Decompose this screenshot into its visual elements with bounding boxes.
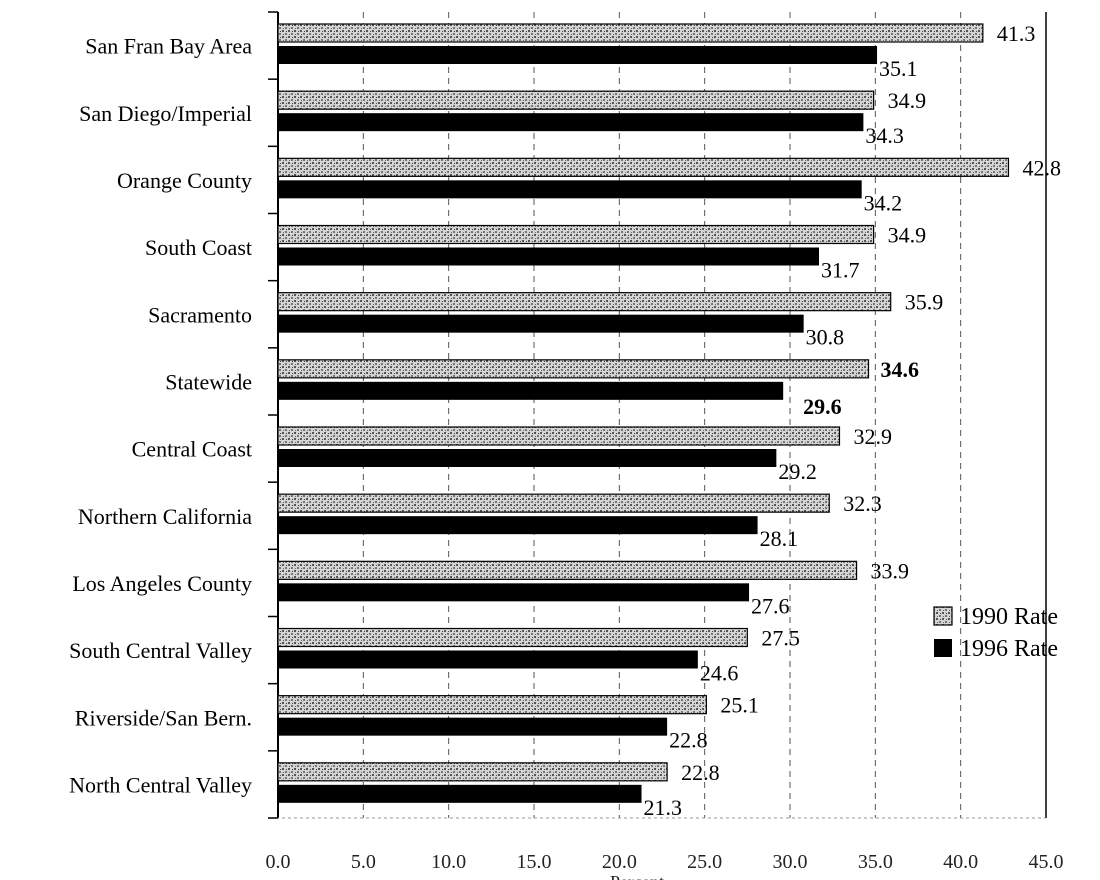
bar-1990-rate [277,493,830,513]
bar-1996-rate [278,717,668,736]
bar-1996-rate [278,381,784,400]
category-label: Central Coast [132,437,252,462]
bars [277,23,1010,803]
x-tick-label: 45.0 [1029,851,1064,873]
category-label: South Coast [145,235,252,260]
bar-1990-rate [277,426,841,446]
bar-1990-rate [277,359,870,379]
bar-1996-rate [278,113,864,132]
legend-label-1990: 1990 Rate [960,604,1058,630]
category-label: Sacramento [148,302,252,327]
category-label: North Central Valley [69,772,252,797]
data-label-1990: 25.1 [720,693,759,718]
bar-1990-rate [277,157,1010,177]
data-label-1990: 41.3 [997,21,1035,46]
bar-1996-rate [278,650,698,669]
bar-1996-rate [278,314,804,333]
x-tick-label: 35.0 [858,851,893,873]
data-label-1996: 28.1 [760,526,799,551]
bar-1990-rate [277,762,668,782]
data-label-1996: 22.8 [669,728,708,753]
legend: 1990 Rate 1996 Rate [933,604,1058,662]
data-label-1996: 31.7 [821,258,860,283]
x-tick-label: 0.0 [266,851,291,873]
x-tick-label: 25.0 [687,851,722,873]
data-label-1990: 33.9 [871,558,910,583]
data-label-1996: 35.1 [879,56,918,81]
data-label-1990: 35.9 [905,290,944,315]
bar-1996-rate [278,784,642,803]
x-tick-label: 5.0 [351,851,376,873]
data-label-1990: 32.3 [843,491,882,516]
bar-1990-rate [277,695,707,715]
bar-1996-rate [278,247,820,266]
bar-1996-rate [278,46,878,64]
data-label-1996: 29.2 [778,459,817,484]
category-label: Northern California [78,504,252,529]
data-label-1990: 42.8 [1022,155,1061,180]
data-label-1996: 34.3 [865,123,904,148]
category-label: Statewide [165,369,252,394]
x-tick-labels: 0.0 5.0 10.0 15.0 20.0 25.0 30.0 35.0 40.0 45.0 [266,851,1064,873]
category-label: Orange County [117,168,252,193]
category-label: South Central Valley [69,638,252,663]
bar-1990-rate [277,224,875,245]
data-label-1996: 27.6 [751,593,790,618]
category-label: San Diego/Imperial [79,101,252,126]
x-axis-title: Percent [610,872,664,880]
data-label-1996: 21.3 [644,795,683,820]
data-label-1990: 32.9 [853,424,892,449]
legend-swatch-1990 [933,606,953,626]
x-tick-label: 20.0 [602,851,637,873]
category-label: San Fran Bay Area [85,34,252,59]
category-labels: San Fran Bay Area San Diego/Imperial Orang… [69,34,252,798]
data-label-1990: 22.8 [681,760,720,785]
data-label-1990: 27.5 [761,626,800,651]
data-label-1990: 34.6 [881,357,920,382]
bar-1990-rate [277,23,984,43]
bar-1996-rate [278,449,777,467]
category-label: Los Angeles County [72,571,252,596]
x-tick-label: 10.0 [431,851,466,873]
bar-1990-rate [277,560,858,580]
data-label-1996: 24.6 [700,661,739,686]
x-tick-label: 30.0 [773,851,808,873]
data-label-1990: 34.9 [888,223,927,248]
bar-1996-rate [278,516,758,535]
data-label-1996: 34.2 [864,190,903,215]
x-tick-label: 40.0 [943,851,978,873]
category-label: Riverside/San Bern. [75,705,252,730]
bar-1990-rate [277,90,875,110]
data-label-1996: 30.8 [806,325,845,350]
bar-1996-rate [278,583,750,602]
data-label-1996: 29.6 [803,394,842,419]
x-tick-label: 15.0 [517,851,552,873]
legend-swatch-1996 [934,639,952,657]
axes [268,11,1047,819]
bar-1990-rate [277,627,748,648]
bar-1996-rate [278,180,862,199]
bar-1990-rate [277,292,892,312]
data-labels: 41.3 35.1 34.9 34.3 42.8 34.2 34.9 31.7 35.9 30.8… [644,21,1061,820]
legend-label-1996: 1996 Rate [960,636,1058,662]
data-label-1990: 34.9 [888,88,927,113]
